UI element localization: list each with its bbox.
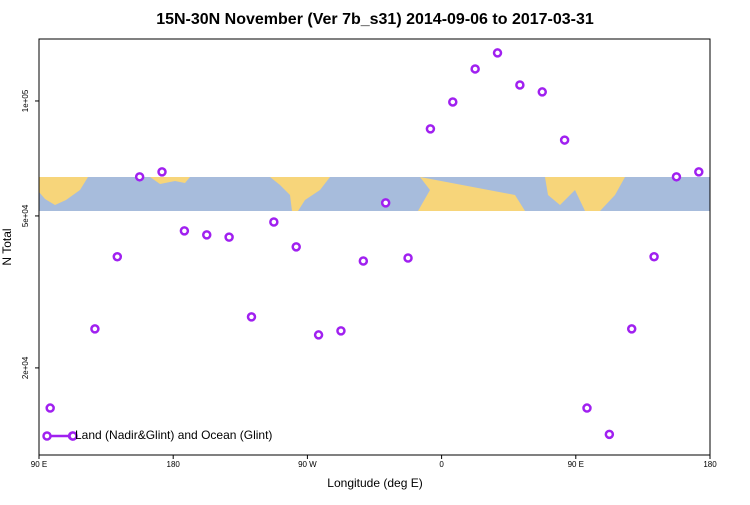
point [313,330,324,340]
x-tick-label: 180 [703,460,717,469]
point [336,326,346,336]
point [90,324,100,334]
point [515,80,525,90]
x-tick-label: 180 [167,460,181,469]
x-tick-label: 90 W [298,460,317,469]
point [291,242,301,252]
legend-label: Land (Nadir&Glint) and Ocean (Glint) [75,428,272,442]
point [671,172,682,182]
point [649,251,659,262]
point [470,64,480,74]
y-tick-label: 5e+04 [21,204,30,227]
x-tick-label: 90 E [31,460,47,469]
point [202,230,212,240]
point [179,226,190,236]
map-band [39,177,710,211]
point [157,167,167,177]
land [420,177,625,211]
land [270,177,330,211]
point [224,232,234,242]
chart-title: 15N-30N November (Ver 7b_s31) 2014-09-06… [156,11,594,28]
point [448,97,458,107]
point [380,198,391,208]
legend-marker [68,431,78,441]
point [694,167,704,177]
plot-frame [38,38,711,456]
point [626,324,637,334]
point [269,217,279,227]
point [492,48,503,58]
point [403,253,413,263]
land [418,177,525,211]
point [45,403,55,413]
land [150,177,190,184]
point [537,87,547,97]
y-tick-label: 1e+05 [21,89,30,112]
y-tick-label: 2e+04 [21,356,30,379]
y-axis-label: N Total [0,228,14,265]
land [39,177,88,205]
x-tick-label: 0 [439,460,444,469]
point [425,124,436,134]
legend-marker [42,431,52,441]
point [112,251,123,262]
point [604,429,615,440]
point [582,403,592,413]
x-axis-label: Longitude (deg E) [327,476,422,490]
point [134,172,145,182]
point [358,256,369,266]
point [246,312,257,322]
x-tick-label: 90 E [568,460,584,469]
point [559,135,570,145]
